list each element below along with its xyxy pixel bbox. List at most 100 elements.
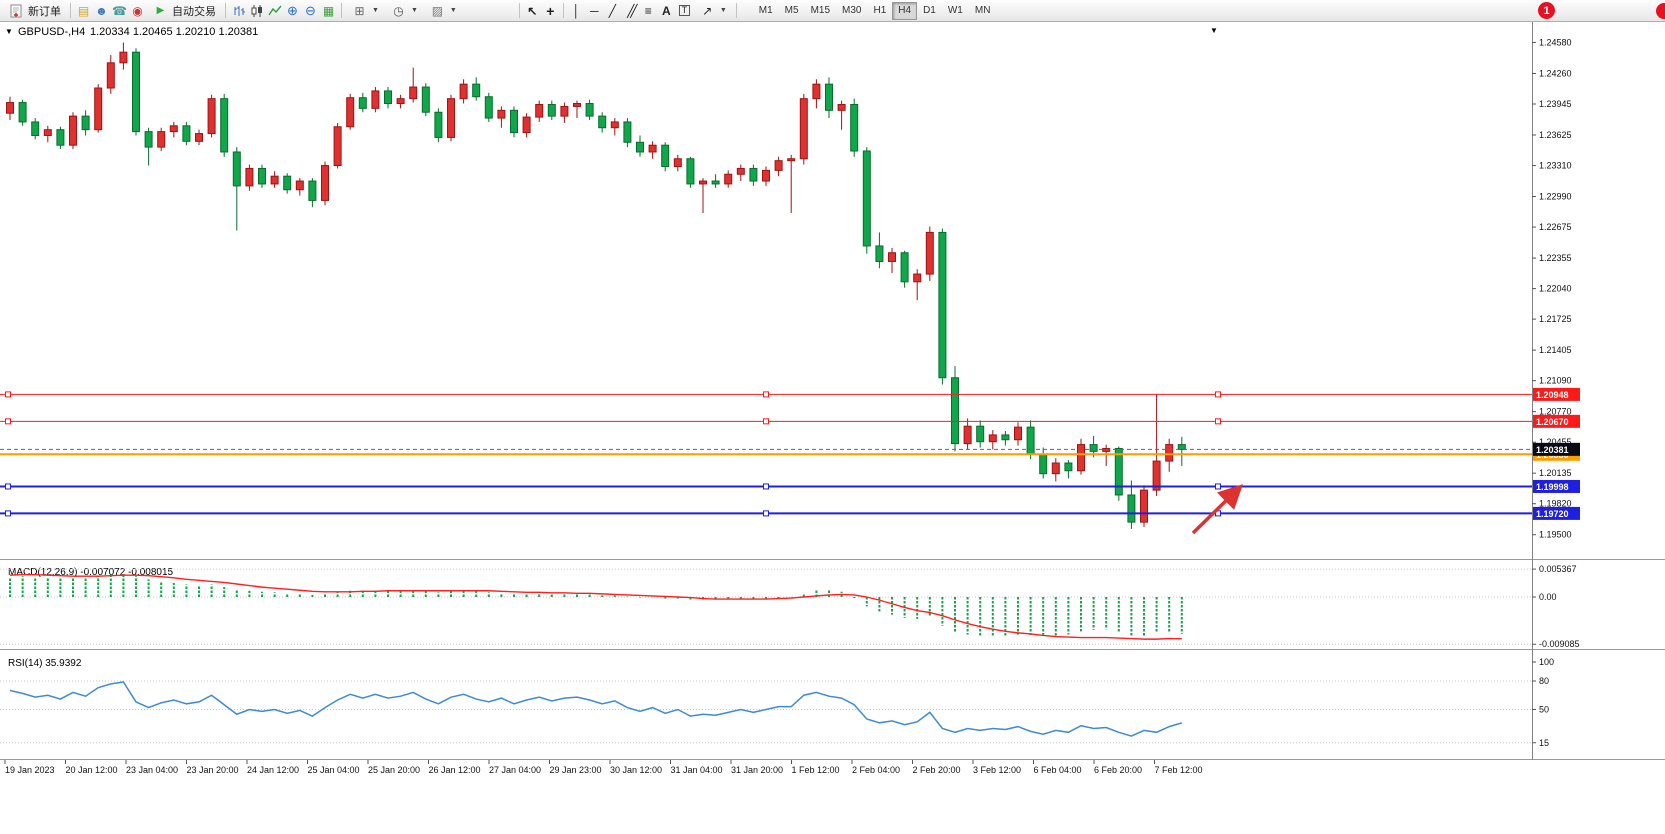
candle-up	[736, 164, 745, 182]
candle-up	[787, 154, 796, 214]
arrow-shape-icon: ↗	[702, 3, 713, 18]
crosshair-icon[interactable]: +	[546, 2, 555, 19]
new-order-label: 新订单	[28, 5, 61, 18]
label-tool-icon[interactable]: T	[676, 2, 693, 19]
time-axis-label: 23 Jan 20:00	[187, 765, 239, 775]
candle-up	[1077, 438, 1085, 475]
candle-up	[1152, 394, 1161, 496]
candle-up	[371, 87, 380, 113]
price-axis-label: 1.22040	[1539, 284, 1572, 294]
tile-windows-icon[interactable]: ▦	[322, 3, 335, 18]
line-handle[interactable]	[5, 510, 11, 517]
period-button[interactable]: ◷ ▼	[385, 1, 423, 21]
line-chart-icon[interactable]	[266, 2, 283, 19]
candle-down	[31, 118, 40, 140]
hlines-layer[interactable]	[0, 391, 1532, 517]
zoom-out-icon[interactable]: ⊖	[305, 3, 316, 18]
price-tag-line[interactable]: 1.20948	[1533, 387, 1580, 401]
toolbar-separator	[70, 3, 71, 18]
price-tag-line[interactable]: 1.19720	[1533, 506, 1580, 520]
arrows-tool-button[interactable]: ↗ ▼	[694, 1, 732, 21]
notification-badge[interactable]: 1	[1538, 2, 1555, 19]
macd-label: MACD(12,26,9) -0.007072 -0.008015	[8, 567, 174, 578]
time-axis-label: 31 Jan 04:00	[671, 765, 723, 775]
candle-down	[81, 110, 90, 136]
candle-up	[988, 430, 997, 450]
price-axis-label: 1.23625	[1539, 130, 1572, 140]
rsi-axis-label: 80	[1539, 676, 1549, 686]
line-handle[interactable]	[1215, 483, 1221, 490]
timeframe-button-m5[interactable]: M5	[779, 2, 805, 20]
candle-up	[207, 94, 216, 138]
timeframe-button-m30[interactable]: M30	[836, 2, 867, 20]
new-chart-button[interactable]: ⊞ ▼	[346, 1, 384, 21]
cursor-icon[interactable]: ↖	[527, 3, 538, 18]
current-price-tag[interactable]: 1.20381	[1533, 442, 1580, 456]
timeframe-button-h4[interactable]: H4	[892, 1, 918, 20]
new-order-button[interactable]: 新订单	[3, 1, 66, 21]
coins-icon[interactable]: ▤	[77, 3, 90, 18]
timeframe-button-h1[interactable]: H1	[867, 2, 892, 20]
price-axis-label: 1.23310	[1539, 161, 1572, 171]
candle-up	[1140, 485, 1148, 527]
vertical-line-tool-icon[interactable]: │	[572, 3, 581, 18]
channel-tool-icon[interactable]: ╱╱	[627, 3, 637, 18]
trendline-tool-icon[interactable]: ╱	[608, 3, 616, 18]
candle-down	[951, 366, 959, 452]
chevron-down-icon: ▼	[719, 7, 727, 14]
timeframe-button-m15[interactable]: M15	[805, 2, 836, 20]
chart-shift-marker[interactable]: ▼	[1210, 26, 1218, 35]
text-tool-icon[interactable]: A	[661, 3, 671, 18]
macd-signal-line	[9, 573, 1182, 640]
candle-down	[875, 232, 884, 269]
line-handle[interactable]	[1215, 391, 1221, 398]
svg-text:1.20948: 1.20948	[1536, 390, 1569, 400]
line-handle[interactable]	[5, 418, 11, 425]
candle-up	[925, 226, 934, 281]
line-handle[interactable]	[1215, 418, 1221, 425]
timeframe-button-mn[interactable]: MN	[969, 2, 997, 20]
annotation-arrow[interactable]	[1191, 484, 1244, 535]
candle-down	[358, 92, 367, 113]
chart-collapse-arrow[interactable]: ▼	[5, 27, 13, 36]
line-handle[interactable]	[763, 483, 769, 490]
line-handle[interactable]	[5, 483, 11, 490]
price-tag-line[interactable]: 1.20670	[1533, 414, 1580, 428]
new-order-icon	[8, 2, 25, 19]
time-axis-label: 25 Jan 20:00	[368, 765, 420, 775]
candle-down	[976, 420, 985, 448]
headset-icon[interactable]: ☎	[112, 3, 127, 18]
user-icon[interactable]: ☻	[95, 3, 108, 18]
zoom-in-icon[interactable]: ⊕	[287, 3, 298, 18]
candle-down	[900, 250, 909, 288]
autotrading-button[interactable]: ▶ 自动交易	[147, 1, 221, 21]
candle-up	[724, 170, 733, 188]
candle-down	[1177, 436, 1186, 466]
fibonacci-tool-icon[interactable]: ≡	[644, 3, 652, 18]
horizontal-line-tool-icon[interactable]: ─	[590, 3, 599, 18]
candle-down	[711, 174, 720, 188]
timeframe-button-d1[interactable]: D1	[917, 2, 942, 20]
candle-down	[598, 112, 607, 133]
line-handle[interactable]	[5, 391, 11, 398]
price-tag-line[interactable]: 1.19998	[1533, 479, 1580, 493]
candle-up	[333, 122, 342, 169]
template-button[interactable]: ▨ ▼	[424, 1, 462, 21]
candle-up	[295, 178, 304, 196]
bar-chart-icon[interactable]	[230, 2, 247, 19]
line-handle[interactable]	[763, 391, 769, 398]
timeframe-button-w1[interactable]: W1	[942, 2, 969, 20]
price-axis-label: 1.20135	[1539, 468, 1572, 478]
macd-axis-label: -0.009085	[1539, 639, 1580, 649]
mql5-community-icon[interactable]: ◉	[132, 3, 143, 18]
timeframe-button-m1[interactable]: M1	[753, 2, 779, 20]
candlestick-chart-icon[interactable]	[248, 2, 265, 19]
candle-up	[648, 141, 657, 159]
candle-up	[610, 118, 619, 136]
candle-up	[535, 100, 544, 122]
line-handle[interactable]	[763, 418, 769, 425]
line-handle[interactable]	[763, 510, 769, 517]
candle-down	[132, 48, 140, 136]
price-axis-label: 1.19820	[1539, 499, 1572, 509]
